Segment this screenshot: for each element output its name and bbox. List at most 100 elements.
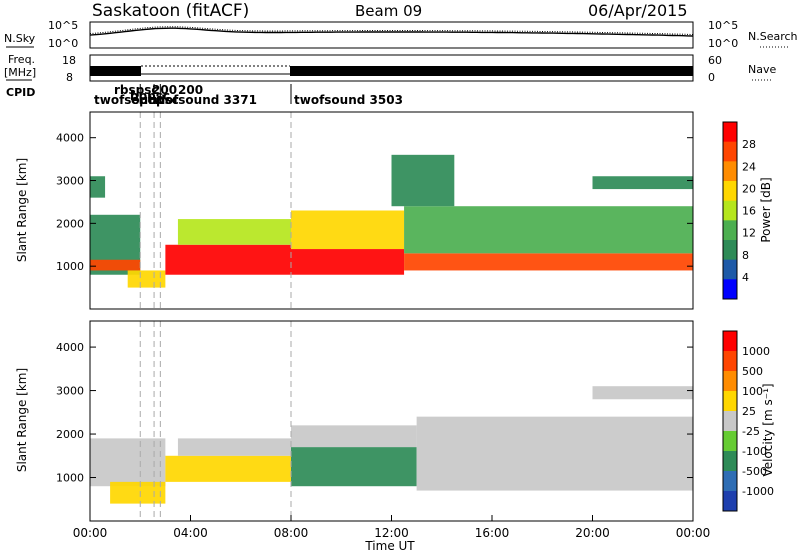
- colorbar-segment: [723, 411, 737, 432]
- y-tick-label: 1000: [56, 472, 84, 485]
- power-heatmap: [90, 112, 693, 309]
- colorbar-tick-label: 25: [742, 405, 756, 418]
- n-sky-trace: [89, 27, 694, 37]
- y-tick-label: 2000: [56, 428, 84, 441]
- heatmap-region: [90, 259, 141, 271]
- colorbar-segment: [723, 279, 737, 300]
- noise-panel-frame: [89, 21, 694, 49]
- colorbar-segment: [723, 122, 737, 143]
- velocity-yticks: 1000 2000 3000 4000: [56, 341, 693, 485]
- colorbar-segment: [723, 240, 737, 261]
- colorbar-segment: [723, 220, 737, 241]
- heatmap-region: [165, 244, 291, 275]
- colorbar-tick-label: 1000: [742, 345, 770, 358]
- colorbar-tick-label: -100: [742, 445, 767, 458]
- cpid-entry: twofsound 3371: [148, 93, 257, 107]
- cpid-entry: 200: [152, 83, 177, 97]
- cpid-entry: 200: [178, 83, 203, 97]
- heatmap-region: [416, 416, 693, 491]
- heatmap-region: [404, 206, 693, 254]
- power-panel: Slant Range [km] 1000 2000 3000 4000 28 24 20…: [15, 111, 773, 310]
- y-tick-label: 1000: [56, 260, 84, 273]
- cpid-entry: twofsound 3503: [294, 93, 403, 107]
- heatmap-region: [90, 176, 106, 198]
- x-tick-label: 20:00: [575, 526, 610, 540]
- colorbar-segment: [723, 471, 737, 492]
- colorbar-segment: [723, 141, 737, 162]
- search-tick-top: 10^5: [708, 19, 738, 32]
- colorbar-tick-label: -25: [742, 425, 760, 438]
- colorbar-tick-label: 20: [742, 182, 756, 195]
- n-sky-label: N.Sky: [4, 32, 36, 45]
- n-search-trace: [89, 26, 694, 35]
- freq-tick-top: 18: [62, 54, 76, 67]
- velocity-heatmap: [90, 321, 693, 521]
- beam-label: Beam 09: [355, 2, 422, 20]
- nave-label: Nave: [748, 63, 776, 76]
- heatmap-region: [291, 425, 417, 448]
- y-tick-label: 4000: [56, 341, 84, 354]
- colorbar-tick-label: 12: [742, 227, 756, 240]
- heatmap-region: [127, 270, 166, 288]
- velocity-panel: Slant Range [km] 1000 2000 3000 4000 1000 50…: [15, 320, 775, 522]
- y-tick-label: 2000: [56, 217, 84, 230]
- power-ylabel: Slant Range [km]: [15, 158, 29, 262]
- velocity-ylabel: Slant Range [km]: [15, 368, 29, 472]
- y-tick-label: 3000: [56, 385, 84, 398]
- heatmap-region: [291, 210, 405, 250]
- heatmap-region: [592, 176, 693, 190]
- heatmap-region: [291, 447, 417, 487]
- heatmap-region: [404, 253, 693, 271]
- freq-panel: Freq. [MHz] 18 8 60 0 Nave: [4, 53, 776, 84]
- freq-block-2: [290, 66, 693, 76]
- y-tick-label: 4000: [56, 132, 84, 145]
- nave-tick-top: 60: [708, 54, 722, 67]
- x-tick-label: 16:00: [475, 526, 510, 540]
- search-tick-bottom: 10^0: [708, 37, 738, 50]
- x-tick-label: 00:00: [73, 526, 108, 540]
- velocity-colorbar: 1000 500 100 25 -25 -100 -500 -1000: [722, 330, 774, 512]
- heatmap-region: [165, 455, 291, 482]
- sky-tick-top: 10^5: [48, 19, 78, 32]
- power-colorbar: 28 24 20 16 12 8 4: [722, 121, 756, 300]
- colorbar-segment: [723, 451, 737, 472]
- colorbar-tick-label: -1000: [742, 485, 774, 498]
- date-label: 06/Apr/2015: [588, 1, 688, 20]
- colorbar-tick-label: -500: [742, 465, 767, 478]
- power-colorbar-label: Power [dB]: [759, 177, 773, 242]
- power-panel-frame: [89, 111, 694, 310]
- heatmap-region: [110, 481, 166, 504]
- colorbar-segment: [723, 200, 737, 221]
- cpid-label: CPID: [6, 86, 35, 99]
- colorbar-segment: [723, 431, 737, 452]
- colorbar-tick-label: 16: [742, 205, 756, 218]
- colorbar-segment: [723, 351, 737, 372]
- colorbar-segment: [723, 371, 737, 392]
- colorbar-tick-label: 24: [742, 160, 756, 173]
- freq-tick-bottom: 8: [66, 71, 73, 84]
- station-title: Saskatoon (fitACF): [92, 1, 249, 21]
- velocity-colorbar-label: Velocity [m s⁻¹]: [761, 383, 775, 476]
- sky-tick-bottom: 10^0: [48, 37, 78, 50]
- colorbar-segment: [723, 391, 737, 412]
- freq-block-1: [90, 66, 141, 76]
- x-tick-label: 08:00: [274, 526, 309, 540]
- heatmap-region: [592, 386, 693, 400]
- x-tick-label: 04:00: [173, 526, 208, 540]
- heatmap-region: [391, 154, 455, 207]
- x-axis-label: Time UT: [364, 539, 415, 553]
- colorbar-tick-label: 28: [742, 138, 756, 151]
- colorbar-segment: [723, 161, 737, 182]
- heatmap-region: [177, 219, 291, 245]
- cpid-entry: epopsc: [131, 93, 179, 107]
- freq-label: Freq.: [8, 53, 35, 66]
- colorbar-tick-label: 8: [742, 249, 749, 262]
- colorbar-segment: [723, 181, 737, 202]
- colorbar-frame: [722, 121, 738, 300]
- colorbar-frame: [722, 330, 738, 512]
- colorbar-segment: [723, 491, 737, 512]
- y-tick-label: 3000: [56, 175, 84, 188]
- x-tick-label: 12:00: [374, 526, 409, 540]
